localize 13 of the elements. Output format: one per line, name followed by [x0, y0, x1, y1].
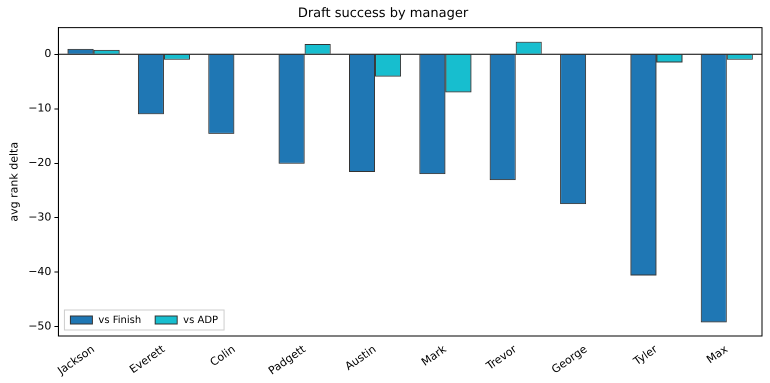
legend-label: vs Finish: [98, 315, 142, 326]
x-tick-label: Tyler: [630, 342, 660, 369]
y-tick-label: −20: [28, 156, 52, 170]
chart-title: Draft success by manager: [298, 6, 469, 22]
y-tick-label: −50: [28, 320, 52, 333]
y-tick-label: −40: [28, 265, 52, 278]
legend-label: vs ADP: [183, 315, 218, 326]
y-tick-label: −10: [28, 102, 52, 115]
y-axis-title: avg rank delta: [7, 142, 20, 222]
y-tick-label: −30: [28, 210, 52, 224]
x-tick-label: Max: [704, 342, 731, 366]
x-tick-label: Colin: [208, 342, 238, 369]
y-tick-label: 0: [44, 47, 52, 60]
